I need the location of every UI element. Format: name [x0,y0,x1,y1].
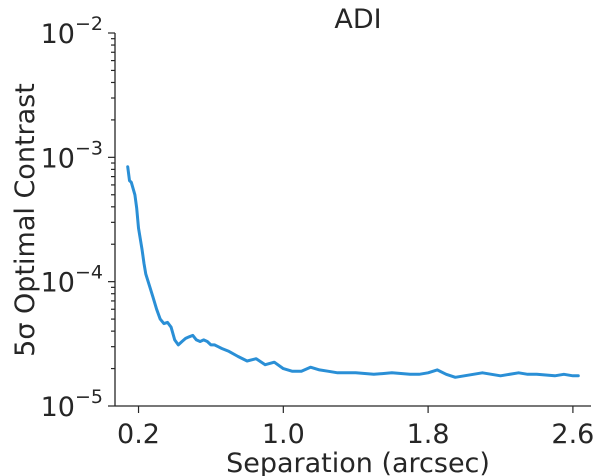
y-axis-ticks: 10−5 10−4 10−3 10−2 [41,13,115,423]
y-tick-label: 10−2 [41,13,103,50]
chart-title: ADI [334,4,381,35]
x-axis-ticks: 0.2 1.0 1.8 2.6 [117,406,594,450]
x-tick-label: 1.8 [407,419,450,450]
x-tick-label: 1.0 [262,419,305,450]
y-tick-label: 10−5 [41,386,103,423]
x-axis-label: Separation (arcsec) [226,448,490,476]
contrast-curve-line [126,165,580,379]
y-minor-ticks [111,38,115,370]
y-axis-label: 5σ Optimal Contrast [10,83,41,357]
y-tick-label: 10−4 [41,262,103,299]
x-tick-label: 2.6 [551,419,594,450]
y-tick-label: 10−3 [41,137,103,174]
x-tick-label: 0.2 [117,419,160,450]
